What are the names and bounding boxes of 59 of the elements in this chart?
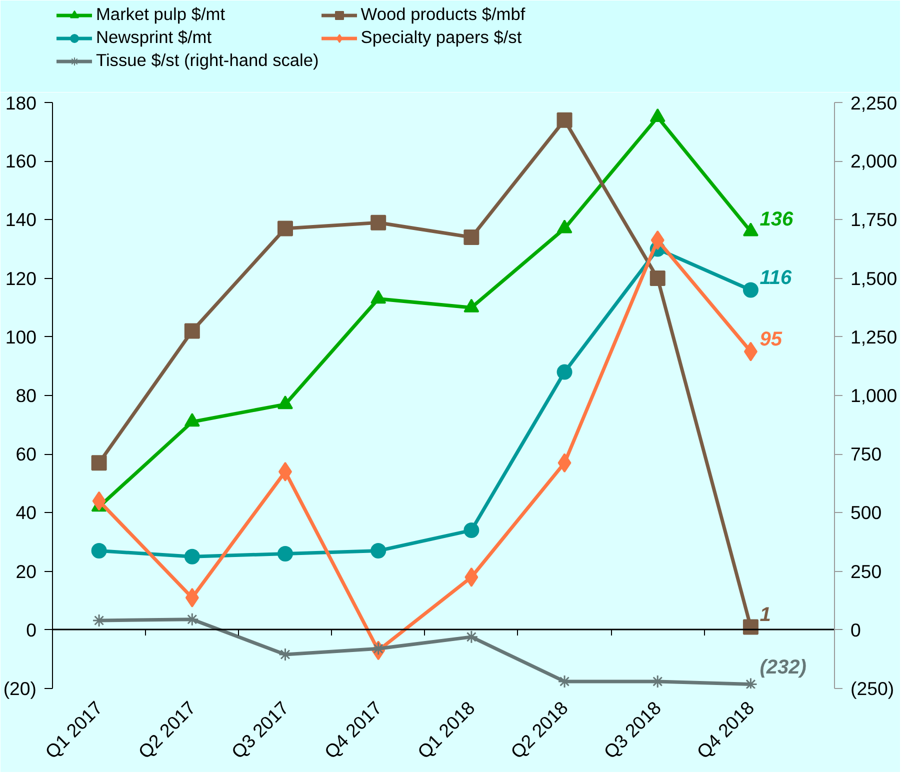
point	[650, 270, 666, 286]
point	[464, 522, 480, 538]
y2-tick-label: 1,750	[850, 209, 898, 230]
data-label: 116	[760, 267, 792, 290]
y-tick-label: 40	[16, 502, 37, 524]
point	[742, 282, 758, 298]
point	[650, 230, 664, 250]
legend-label: Market pulp $/mt	[96, 4, 226, 25]
point	[184, 323, 200, 339]
y-tick-label: 120	[5, 268, 37, 289]
point	[556, 364, 572, 380]
y-tick-label: 100	[5, 326, 37, 348]
y2-tick-label: 2,250	[850, 92, 898, 114]
y-tick-label: 180	[5, 92, 37, 114]
y-tick-label: 0	[26, 619, 37, 640]
y-tick-label: (20)	[3, 678, 37, 699]
point	[650, 674, 664, 688]
point	[370, 214, 386, 230]
data-label: 95	[760, 328, 783, 351]
y-tick-label: 80	[16, 385, 37, 406]
point	[277, 220, 293, 236]
point	[370, 543, 386, 559]
y2-tick-label: 2,000	[850, 150, 898, 172]
point	[91, 455, 107, 471]
point	[278, 648, 292, 662]
data-label: 136	[760, 208, 794, 230]
point	[556, 112, 572, 128]
legend-label: Wood products $/mbf	[360, 4, 526, 25]
point	[278, 462, 292, 482]
legend-label: Newsprint $/mt	[96, 27, 212, 48]
point	[464, 567, 478, 587]
legend-label: Tissue $/st (right-hand scale)	[96, 50, 319, 71]
y2-tick-label: 1,500	[850, 268, 898, 289]
point	[744, 342, 758, 362]
y-tick-label: 160	[5, 150, 37, 172]
point	[92, 614, 106, 628]
y2-tick-label: 0	[850, 619, 861, 640]
y2-tick-label: 1,250	[850, 326, 898, 348]
y2-tick-label: 1,000	[850, 385, 898, 406]
y2-tick-label: (250)	[850, 678, 894, 699]
y2-tick-label: 500	[850, 502, 882, 524]
point	[464, 230, 480, 246]
point	[184, 548, 200, 564]
point	[558, 674, 572, 688]
point	[92, 491, 106, 511]
point	[185, 612, 199, 626]
y-tick-label: 20	[16, 560, 37, 582]
y-tick-label: 60	[16, 444, 37, 465]
y-tick-label: 140	[5, 209, 37, 230]
point	[91, 543, 107, 559]
legend-label: Specialty papers $/st	[360, 27, 522, 48]
y2-tick-label: 750	[850, 444, 882, 465]
point	[464, 630, 478, 644]
point	[558, 453, 572, 473]
data-label: (232)	[760, 656, 807, 678]
data-label: 1	[760, 604, 771, 626]
point	[277, 546, 293, 562]
y2-tick-label: 250	[850, 560, 882, 582]
point	[185, 588, 199, 608]
